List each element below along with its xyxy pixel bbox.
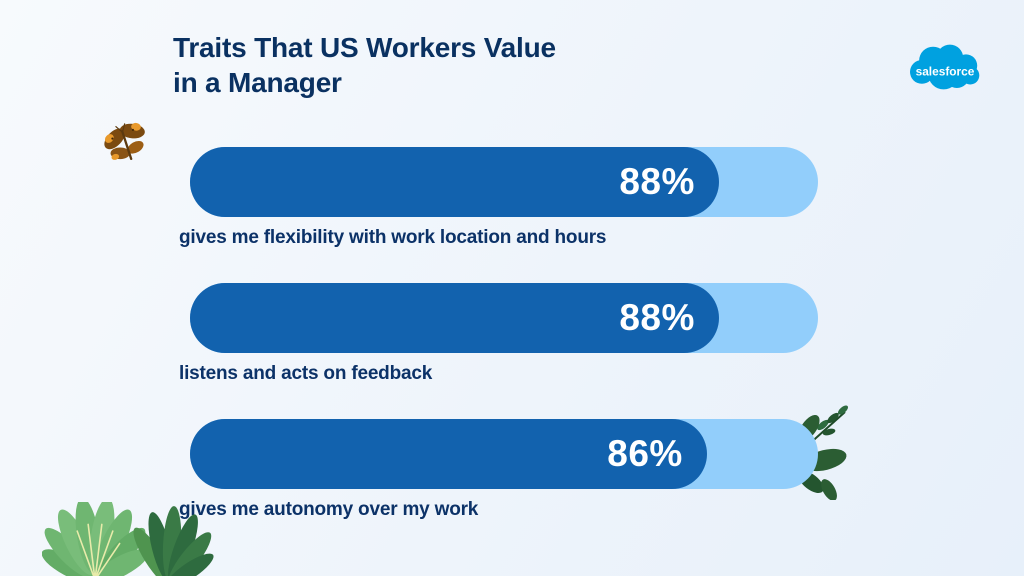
bar-row-autonomy: 86% gives me autonomy over my work (179, 419, 818, 521)
salesforce-wordmark: salesforce (916, 64, 975, 78)
page-title: Traits That US Workers Value in a Manage… (173, 32, 556, 98)
bar-row-flexibility: 88% gives me flexibility with work locat… (179, 147, 818, 249)
bar-row-feedback: 88% listens and acts on feedback (179, 283, 818, 385)
bar-track: 86% (190, 419, 818, 489)
butterfly-icon (104, 122, 145, 161)
salesforce-cloud-icon (910, 44, 980, 90)
bush-plants-icon (42, 502, 214, 576)
bar-value-label: 88% (619, 297, 695, 338)
bar-fill: 88% (190, 147, 719, 217)
bar-track: 88% (190, 147, 818, 217)
salesforce-logo: salesforce (910, 44, 980, 90)
bar-category-label: listens and acts on feedback (179, 363, 433, 384)
bar-fill: 86% (190, 419, 707, 489)
bar-value-label: 86% (607, 433, 683, 474)
bar-category-label: gives me flexibility with work location … (179, 227, 607, 248)
bar-value-label: 88% (619, 161, 695, 202)
bar-category-label: gives me autonomy over my work (179, 499, 479, 520)
bar-fill: 88% (190, 283, 719, 353)
bar-track: 88% (190, 283, 818, 353)
